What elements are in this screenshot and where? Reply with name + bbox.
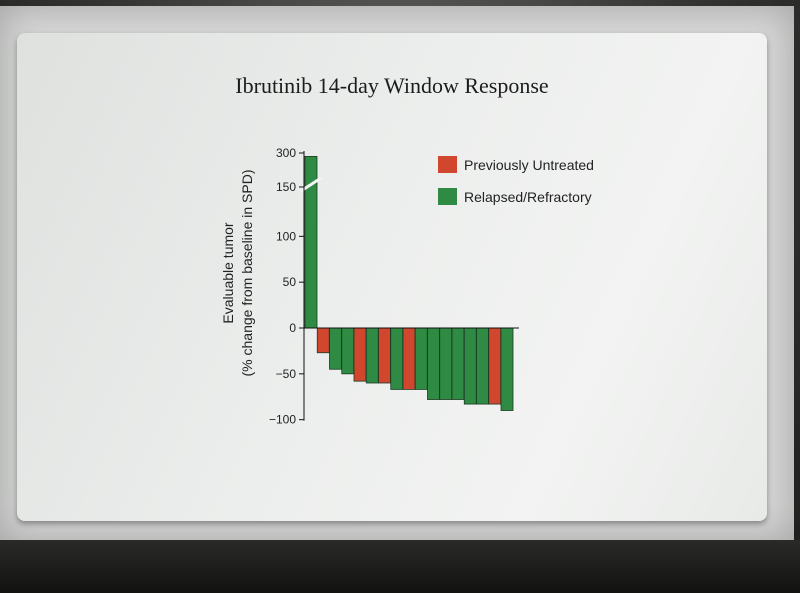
bar-10 [414,327,428,390]
y-tick-label-150: 150 [276,180,296,194]
legend-swatch-2 [438,188,457,205]
bar-4 [341,327,355,375]
y-tick-label-300: 300 [276,146,296,160]
screen-bezel-bottom [0,540,800,593]
waterfall-chart: 300 150 100 50 0 −50 −100 Evaluable tumor (% c… [220,146,594,427]
y-axis-label-line2: (% change from baseline in SPD) [239,170,255,377]
bar-5 [353,327,367,382]
bar-7 [378,327,391,384]
bar-8 [390,327,404,390]
y-tick-label-0: 0 [289,321,296,335]
bar-3 [329,327,342,370]
bar-2 [316,327,330,354]
slide-title: Ibrutinib 14-day Window Response [235,73,549,98]
bars-group [300,156,514,411]
y-axis-label-line1: Evaluable tumor [220,222,236,324]
presentation-slide: Ibrutinib 14-day Window Response 300 150 1… [17,33,767,521]
y-tick-label--50: −50 [276,367,297,381]
bar-9 [402,327,416,390]
legend: Previously Untreated Relapsed/Refractory [438,156,594,205]
bar-6 [365,327,379,384]
bar-13 [451,327,465,400]
bar-11 [427,327,440,400]
monitor-screen: Ibrutinib 14-day Window Response 300 150 1… [0,6,794,540]
legend-swatch-1 [438,156,457,173]
bar-15 [476,327,489,405]
bar-14 [463,327,477,405]
y-tick-label-100: 100 [276,229,296,243]
bar-12 [439,327,453,400]
y-ticks: 300 150 100 50 0 −50 −100 [269,146,304,427]
legend-label-1: Previously Untreated [464,157,594,173]
y-axis [303,151,519,421]
bar-17 [500,327,514,411]
legend-label-2: Relapsed/Refractory [464,189,592,205]
y-tick-label--100: −100 [269,413,296,427]
y-tick-label-50: 50 [283,275,297,289]
bar-16 [488,327,502,405]
